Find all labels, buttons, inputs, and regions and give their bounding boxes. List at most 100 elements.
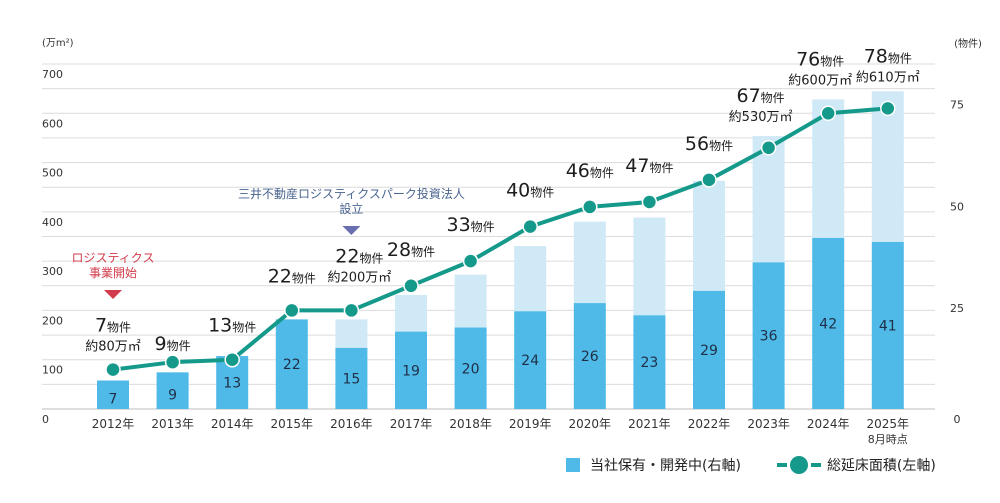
left-axis-tick: 300: [42, 265, 63, 278]
right-axis-tick: 0: [954, 413, 961, 426]
bar-value-label: 22: [283, 357, 301, 373]
bar-total-segment: [693, 180, 725, 291]
point-count-label: 46物件: [566, 160, 614, 182]
bar-own-segment: [633, 315, 666, 409]
area-line-point: [224, 351, 240, 368]
bar-own-segment: [97, 380, 129, 409]
bar-total-segment: [633, 217, 666, 316]
bar-total-segment: [335, 319, 368, 348]
legend-item-bar: 当社保有・開発中(右軸): [566, 455, 741, 475]
point-count-label: 13物件: [208, 315, 256, 337]
annotation-text: 設立: [339, 201, 363, 216]
x-axis-label: 2014年: [211, 417, 254, 431]
area-line-point: [105, 361, 121, 378]
x-axis-label: 2025年: [867, 417, 910, 431]
left-axis-tick: 100: [42, 364, 63, 377]
right-axis-tick: 25: [950, 302, 964, 315]
bar-own-segment: [454, 327, 487, 409]
area-line-point: [343, 302, 360, 319]
left-axis-tick: 400: [42, 216, 63, 229]
bar-own-segment: [335, 347, 368, 409]
point-area-label: 約610万㎡: [856, 70, 920, 85]
legend-line-label: 総延床面積(左軸): [826, 458, 936, 474]
point-count-label: 33物件: [446, 214, 494, 236]
x-axis-label: 2022年: [688, 417, 731, 431]
bar-value-label: 26: [581, 349, 599, 365]
point-count-label: 47物件: [625, 155, 673, 177]
bar-own-segment: [573, 303, 606, 409]
x-axis-label: 2015年: [271, 417, 314, 431]
bar-value-label: 23: [640, 355, 658, 371]
bar-total-segment: [752, 136, 785, 263]
annotation-text: 事業開始: [89, 266, 137, 280]
area-line-point: [462, 253, 479, 269]
x-axis-label: 2012年: [92, 417, 135, 431]
left-axis-tick: 0: [42, 413, 49, 426]
bar-own-segment: [275, 319, 308, 409]
point-count-label: 67物件: [736, 85, 784, 107]
point-count-label: 7物件: [95, 315, 131, 337]
bar-value-label: 24: [521, 353, 539, 369]
left-axis-tick: 200: [42, 314, 63, 327]
bar-own-segment: [871, 241, 904, 409]
bar-total-segment: [573, 221, 606, 304]
bar-own-segment: [395, 331, 427, 409]
area-line-point: [284, 302, 300, 319]
bar-value-label: 15: [342, 371, 360, 387]
area-line-point: [701, 172, 717, 188]
bar-value-label: 9: [168, 388, 177, 404]
point-count-label: 9物件: [155, 333, 191, 355]
right-axis-unit: (物件): [954, 37, 982, 50]
point-area-label: 約600万㎡: [788, 73, 852, 88]
legend: 当社保有・開発中(右軸) 総延床面積(左軸): [566, 455, 936, 475]
right-axis-tick: 75: [950, 99, 964, 112]
bar-total-segment: [812, 99, 845, 238]
bar-value-label: 42: [819, 316, 837, 332]
x-axis-label: 2020年: [569, 417, 612, 431]
bar-own-segment: [752, 262, 785, 409]
point-count-label: 28物件: [387, 239, 435, 261]
bar-own-segment: [514, 311, 547, 409]
area-line-point: [403, 278, 419, 294]
right-axis-tick: 50: [950, 200, 964, 213]
left-axis-tick: 600: [42, 117, 63, 130]
area-line-point: [820, 105, 836, 122]
bar-value-label: 19: [402, 363, 420, 379]
x-axis-label: 2021年: [628, 417, 671, 431]
bar-own-segment: [812, 237, 845, 409]
legend-bar-swatch: [566, 458, 580, 472]
area-line: [112, 106, 888, 372]
area-line-point: [880, 100, 896, 117]
left-axis-tick: 700: [42, 68, 63, 81]
point-area-label: 約530万㎡: [729, 110, 793, 125]
area-line-point: [522, 218, 538, 235]
area-line-point: [164, 354, 181, 370]
bar-value-label: 36: [760, 329, 778, 345]
x-axis-label: 2023年: [747, 417, 790, 431]
bar-value-label: 7: [109, 392, 118, 408]
area-line-point: [760, 140, 777, 156]
point-count-label: 56物件: [685, 133, 733, 155]
x-axis-label: 2016年: [330, 417, 373, 431]
legend-item-line: 総延床面積(左軸): [741, 455, 936, 475]
left-axis-unit: (万m²): [42, 38, 74, 49]
bar-value-label: 13: [223, 376, 241, 392]
annotation-text: 三井不動産ロジスティクスパーク投資法人: [238, 186, 465, 201]
bar-total-segment: [454, 274, 487, 328]
x-axis-label: 2018年: [449, 417, 492, 431]
bar-value-label: 41: [879, 318, 897, 334]
point-area-label: 約80万㎡: [85, 340, 141, 355]
point-count-label: 78物件: [864, 45, 912, 67]
bar-own-segment: [156, 372, 189, 409]
point-count-label: 40物件: [506, 180, 554, 202]
bar-total-segment: [514, 246, 547, 312]
x-axis-label: 2024年: [807, 417, 850, 431]
point-area-label: 約200万㎡: [327, 270, 391, 285]
x-axis-label: 2013年: [151, 417, 194, 431]
point-count-label: 76物件: [796, 48, 844, 70]
annotation-arrow-icon: [342, 226, 361, 235]
point-count-label: 22物件: [335, 245, 383, 267]
bar-total-segment: [871, 91, 904, 242]
legend-bar-label: 当社保有・開発中(右軸): [590, 458, 741, 474]
